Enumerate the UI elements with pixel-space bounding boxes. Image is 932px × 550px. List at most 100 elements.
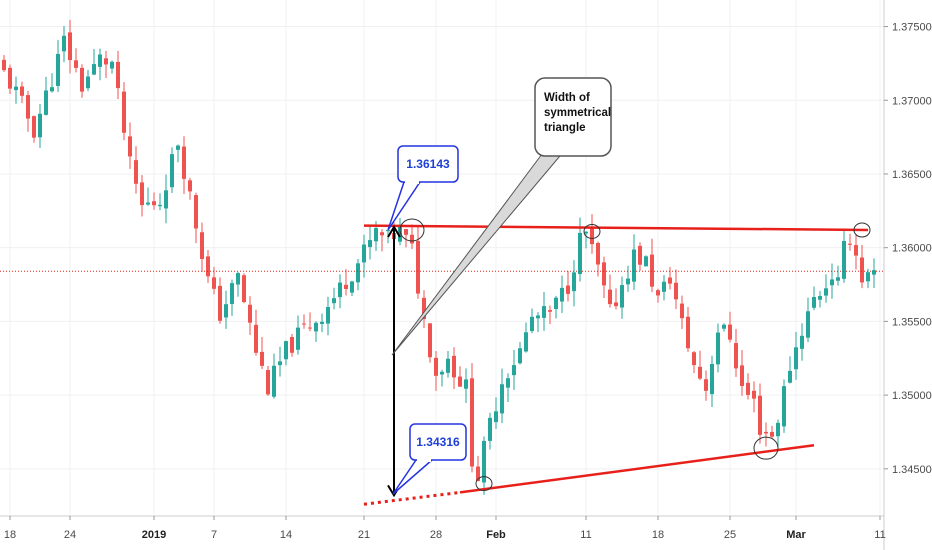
candle-body [122,91,126,133]
callout-pointer [392,459,435,495]
low-price-callout: 1.34316 [392,423,467,495]
candle-body [290,337,294,353]
candle-body [824,288,828,296]
y-tick-label: 1.35500 [892,316,932,328]
candle-body [440,371,444,375]
candle-body [668,277,672,284]
candle-body [320,321,324,324]
candle-body [584,231,588,234]
callout-box [409,423,467,461]
candle-body [704,379,708,391]
candle-body [812,296,816,308]
candle-body [764,431,768,434]
candle-body [20,86,24,96]
candle-body [500,384,504,414]
candle-body [278,361,282,366]
x-tick-label: 18 [652,529,664,541]
candle-body [188,180,192,192]
candle-body [344,284,348,289]
candle-body [308,327,312,329]
candle-body [356,263,360,283]
candle-body [782,386,786,427]
candle-body [590,227,594,245]
candle-body [788,370,792,383]
candle-body [698,366,702,379]
candle-body [74,60,78,68]
pivot-circle [475,476,493,492]
candle-body [314,322,318,332]
candle-body [602,262,606,286]
callout-text-line: Width of [544,92,590,104]
candle-body [572,272,576,292]
y-tick-label: 1.34500 [892,464,932,476]
measure-arrow [387,225,401,498]
candle-body [506,378,510,388]
candle-body [80,67,84,92]
candle-body [734,343,738,369]
y-tick-label: 1.35000 [892,390,932,402]
x-tick-label: 18 [4,529,16,541]
candle-body [752,390,756,399]
pivot-circle [583,223,601,239]
triangle-width-callout: Width of symmetrical triangle [391,77,612,356]
callout-joint [405,180,419,184]
x-tick-label: 7 [211,529,217,541]
x-tick-label: Feb [486,529,506,541]
candle-body [56,53,60,86]
candle-body [218,285,222,321]
candle-body [488,417,492,441]
candle-body [818,296,822,300]
y-tick-label: 1.37500 [892,22,932,34]
candle-body [566,285,570,294]
candle-body [542,306,546,318]
candle-body [2,59,6,71]
candle-body [128,136,132,157]
candle-body [92,64,96,75]
candle-body [722,324,726,329]
candle-body [242,275,246,303]
candle-body [866,272,870,282]
candle-body [206,256,210,277]
candle-body [152,201,156,206]
x-tick-label: 11 [874,529,885,541]
candle-body [758,395,762,435]
candle-body [224,304,228,318]
pivot-circle [399,218,425,242]
x-tick-label: 25 [724,529,736,541]
candle-body [536,315,540,319]
candle-body [146,202,150,205]
candle-body [452,355,456,378]
candle-body [650,254,654,287]
candle-body [836,277,840,281]
callout-box [397,145,459,183]
candle-body [116,61,120,89]
candle-body [830,279,834,286]
candle-body [158,204,162,207]
candle-body [98,54,102,67]
x-tick-label: 11 [580,529,591,541]
candle-body [482,440,486,483]
candle-body [254,324,258,353]
candle-body [776,422,780,437]
candle-body [800,335,804,349]
pivot-markers [399,218,871,492]
candle-body [464,379,468,389]
candle-body [428,323,432,358]
candlestick-series [2,19,876,495]
candle-body [512,365,516,376]
upper-trendline [363,224,869,232]
candle-body [236,273,240,285]
candle-body [470,378,474,467]
candle-body [386,230,390,232]
candle-body [656,290,660,296]
callout-text-line: triangle [544,122,586,134]
candle-body [872,270,876,275]
candle-body [176,145,180,150]
candle-body [716,332,720,365]
candle-body [608,289,612,305]
candle-body [416,240,420,294]
pivot-circle [853,222,871,238]
measure-arrowhead-up [387,225,401,238]
candle-body [272,365,276,397]
